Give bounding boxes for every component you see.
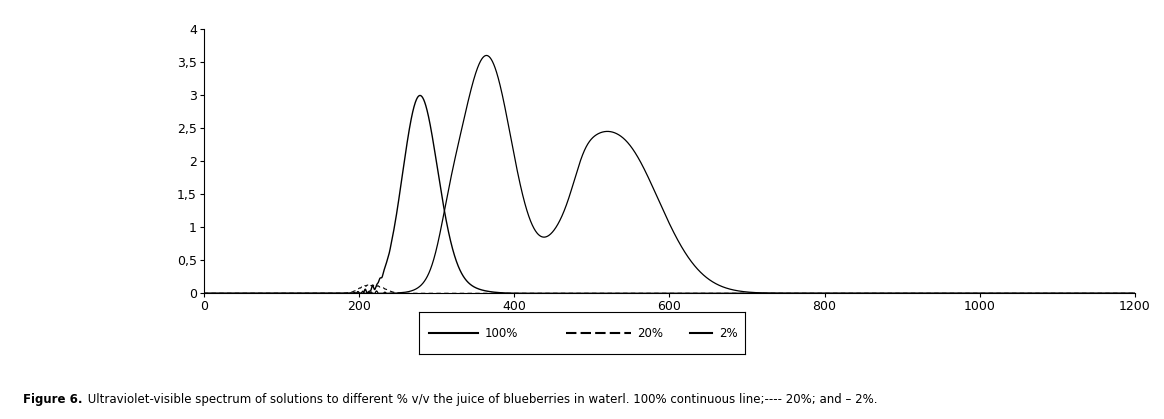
Text: 20%: 20% xyxy=(638,326,663,340)
Text: 100%: 100% xyxy=(484,326,518,340)
Text: Ultraviolet-visible spectrum of solutions to different % v/v the juice of bluebe: Ultraviolet-visible spectrum of solution… xyxy=(84,393,878,406)
Text: 2%: 2% xyxy=(719,326,738,340)
Text: Figure 6.: Figure 6. xyxy=(23,393,83,406)
